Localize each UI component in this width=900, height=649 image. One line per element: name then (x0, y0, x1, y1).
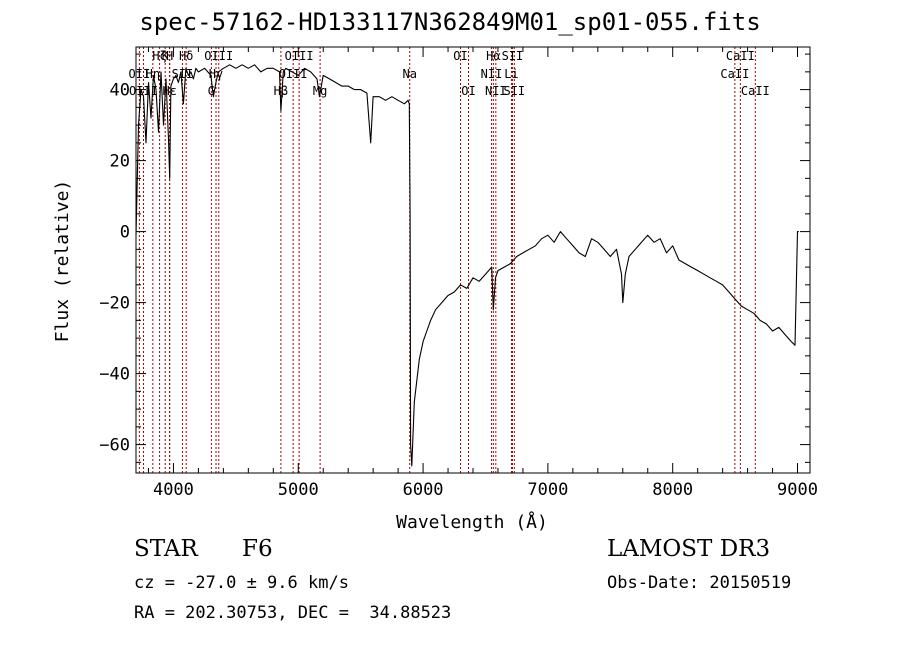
line-id-label: Hβ (274, 84, 288, 98)
line-id-label: Hη (146, 67, 160, 81)
x-tick-label: 4000 (153, 480, 194, 500)
line-id-label: CaII (726, 49, 755, 63)
line-id-label: NII (481, 67, 503, 81)
redshift-cz: cz = -27.0 ± 9.6 km/s (134, 573, 349, 593)
x-tick-label: 7000 (527, 480, 568, 500)
line-id-label: K (162, 49, 170, 63)
x-tick-label: 9000 (777, 480, 818, 500)
line-id-label: SII (502, 49, 524, 63)
y-axis-label: Flux (relative) (52, 180, 73, 343)
y-tick-label: −40 (99, 365, 130, 385)
y-tick-label: −20 (99, 294, 130, 314)
line-id-label: Hζ (152, 49, 166, 63)
line-id-label: OIII (129, 84, 158, 98)
line-id-label: SII (172, 67, 194, 81)
line-id-label: OIII (285, 49, 314, 63)
line-id-label: SII (503, 84, 525, 98)
x-axis: 4000 5000 6000 7000 8000 9000 (147, 47, 818, 500)
object-class: STAR (134, 536, 198, 562)
x-tick-label: 5000 (278, 480, 319, 500)
line-id-label: CaII (720, 67, 749, 81)
line-id-label: Hδ (179, 49, 193, 63)
line-id-label: G (208, 84, 215, 98)
x-tick-label: 8000 (652, 480, 693, 500)
y-tick-label: 0 (120, 223, 130, 243)
line-id-label: OIII (279, 67, 308, 81)
chart-title: spec-57162-HD133117N362849M01_sp01-055.f… (139, 8, 761, 36)
coordinates-radec: RA = 202.30753, DEC = 34.88523 (134, 603, 452, 623)
line-id-label: OIII (204, 49, 233, 63)
line-id-label: Hγ (209, 67, 223, 81)
line-id-label: Hα (486, 49, 500, 63)
line-id-label: NII (485, 84, 507, 98)
x-tick-label: 6000 (403, 480, 444, 500)
y-tick-label: 20 (110, 152, 130, 172)
y-axis: −60 −40 −20 0 20 40 (99, 53, 810, 463)
line-id-label: Hε (162, 84, 176, 98)
line-id-label: H (166, 49, 173, 63)
line-id-label: OI (461, 84, 475, 98)
line-id-label: Mg (313, 84, 327, 98)
spectrum-line (135, 64, 799, 467)
x-axis-label: Wavelength (Å) (396, 511, 548, 533)
line-id-label: CaII (741, 84, 770, 98)
spectral-subclass: F6 (242, 536, 273, 562)
line-id-label: OII (129, 67, 151, 81)
y-tick-label: 40 (110, 81, 130, 101)
y-tick-label: −60 (99, 436, 130, 456)
line-id-label: Li (504, 67, 518, 81)
survey-name: LAMOST DR3 (607, 536, 771, 562)
observation-date: Obs-Date: 20150519 (607, 573, 792, 593)
line-id-label: Na (402, 67, 416, 81)
plot-frame (135, 46, 811, 474)
line-id-label: OI (453, 49, 467, 63)
line-id-markers (138, 47, 756, 473)
